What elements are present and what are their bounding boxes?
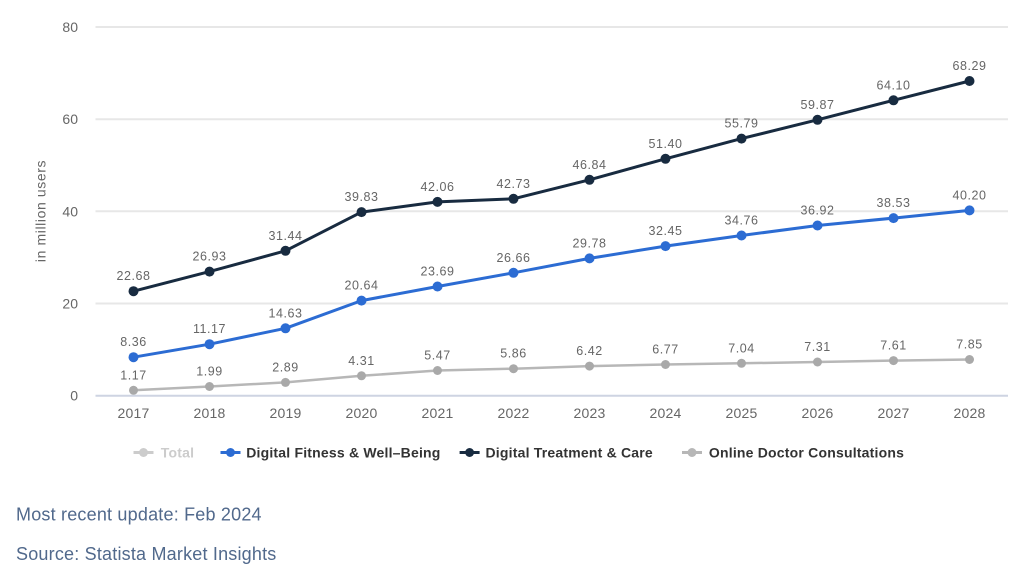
svg-text:39.83: 39.83 [344,190,378,204]
svg-text:22.68: 22.68 [116,269,150,283]
svg-text:14.63: 14.63 [268,306,302,320]
svg-text:2018: 2018 [194,405,226,421]
svg-text:2027: 2027 [878,405,910,421]
svg-text:64.10: 64.10 [876,78,910,92]
svg-text:7.61: 7.61 [880,339,907,353]
svg-text:1.17: 1.17 [120,368,147,382]
svg-text:42.73: 42.73 [496,177,530,191]
svg-text:59.87: 59.87 [800,98,834,112]
svg-text:2021: 2021 [422,405,454,421]
svg-text:in million users: in million users [33,160,49,262]
svg-text:46.84: 46.84 [572,158,606,172]
svg-text:2024: 2024 [650,405,682,421]
svg-text:23.69: 23.69 [420,265,454,279]
svg-text:4.31: 4.31 [348,354,375,368]
svg-text:8.36: 8.36 [120,335,147,349]
svg-text:2022: 2022 [498,405,530,421]
svg-text:0: 0 [70,388,78,404]
svg-text:40: 40 [62,203,78,219]
svg-text:2025: 2025 [726,405,758,421]
svg-text:2028: 2028 [954,405,986,421]
svg-text:11.17: 11.17 [193,322,226,336]
svg-text:1.99: 1.99 [196,365,223,379]
svg-text:29.78: 29.78 [572,236,606,250]
svg-text:26.93: 26.93 [192,250,226,264]
svg-text:Total: Total [161,445,194,461]
svg-text:Digital Fitness & Well–Being: Digital Fitness & Well–Being [246,445,440,461]
svg-text:31.44: 31.44 [268,229,302,243]
svg-text:20: 20 [62,296,78,312]
svg-text:7.31: 7.31 [804,340,831,354]
svg-text:5.47: 5.47 [424,349,451,363]
svg-text:38.53: 38.53 [876,196,910,210]
svg-text:20.64: 20.64 [344,279,378,293]
svg-text:5.86: 5.86 [500,347,527,361]
svg-text:68.29: 68.29 [952,59,986,73]
svg-text:26.66: 26.66 [496,251,530,265]
svg-text:2020: 2020 [346,405,378,421]
svg-text:32.45: 32.45 [648,224,682,238]
svg-text:Digital Treatment & Care: Digital Treatment & Care [486,445,653,461]
svg-text:7.85: 7.85 [956,338,983,352]
svg-text:80: 80 [62,19,78,35]
svg-text:Online Doctor Consultations: Online Doctor Consultations [709,445,904,461]
svg-text:34.76: 34.76 [724,214,758,228]
svg-text:40.20: 40.20 [952,188,986,202]
svg-text:51.40: 51.40 [648,137,682,151]
svg-text:2.89: 2.89 [272,360,299,374]
svg-text:2026: 2026 [802,405,834,421]
svg-text:36.92: 36.92 [800,204,834,218]
svg-text:2023: 2023 [574,405,606,421]
svg-text:55.79: 55.79 [724,117,758,131]
svg-text:42.06: 42.06 [420,180,454,194]
svg-text:Source: Statista Market Insigh: Source: Statista Market Insights [16,544,277,564]
svg-text:Most recent update: Feb 2024: Most recent update: Feb 2024 [16,505,262,525]
svg-text:6.42: 6.42 [576,344,603,358]
svg-text:2019: 2019 [270,405,302,421]
svg-text:6.77: 6.77 [652,343,679,357]
svg-text:7.04: 7.04 [728,341,755,355]
svg-text:2017: 2017 [118,405,150,421]
svg-text:60: 60 [62,111,78,127]
